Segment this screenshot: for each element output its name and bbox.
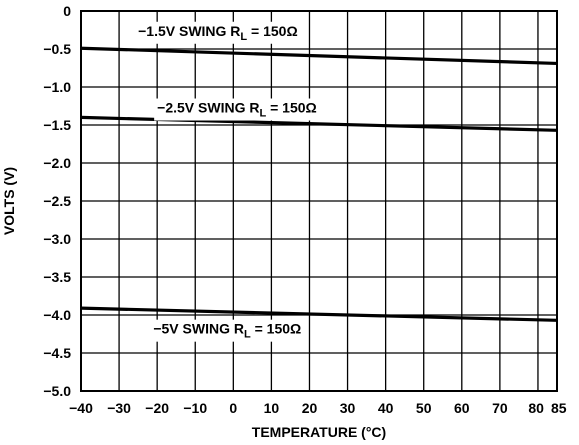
x-tick-label: 30 bbox=[340, 400, 356, 416]
y-tick-label: 0 bbox=[63, 3, 71, 19]
series-label-2: −2.5V SWING RL = 150Ω bbox=[157, 100, 317, 120]
x-tick-label: −20 bbox=[145, 400, 169, 416]
series-label-bg-1 bbox=[135, 21, 301, 44]
x-axis-title: TEMPERATURE (°C) bbox=[252, 424, 386, 440]
plot-frame bbox=[80, 10, 558, 392]
x-tick-label: 80 bbox=[528, 400, 544, 416]
y-tick-label: −2.0 bbox=[43, 155, 71, 171]
x-tick-label: 70 bbox=[492, 400, 508, 416]
y-tick-label: −0.5 bbox=[43, 41, 71, 57]
y-tick-label: −2.5 bbox=[43, 193, 71, 209]
x-tick-label: 0 bbox=[229, 400, 237, 416]
x-tick-label: −10 bbox=[183, 400, 207, 416]
y-tick-label: −4.0 bbox=[43, 307, 71, 323]
x-tick-label: 20 bbox=[302, 400, 318, 416]
series-lines bbox=[80, 46, 558, 322]
series-label-bg-3 bbox=[150, 319, 305, 342]
y-tick-label: −5.0 bbox=[43, 383, 71, 399]
series-label-3: −5V SWING RL = 150Ω bbox=[153, 321, 301, 341]
series-labels: −1.5V SWING RL = 150Ω −2.5V SWING RL = 15… bbox=[135, 21, 320, 342]
x-tick-label: −30 bbox=[107, 400, 131, 416]
x-tick-label: 60 bbox=[454, 400, 470, 416]
x-tick-label: 10 bbox=[264, 400, 280, 416]
y-tick-label: −1.0 bbox=[43, 79, 71, 95]
grid bbox=[81, 11, 557, 391]
x-tick-label: 40 bbox=[378, 400, 394, 416]
y-tick-label: −3.5 bbox=[43, 269, 71, 285]
x-tick-label: 50 bbox=[416, 400, 432, 416]
y-axis-title: VOLTS (V) bbox=[1, 167, 17, 235]
series-label-bg-2 bbox=[154, 98, 320, 121]
series-line-1 bbox=[80, 46, 558, 66]
y-tick-label: −4.5 bbox=[43, 345, 71, 361]
series-line-3 bbox=[80, 306, 558, 322]
y-tick-label: −3.0 bbox=[43, 231, 71, 247]
tick-labels: −40 −30 −20 −10 0 10 20 30 40 50 60 70 80 85 0 −0.5 −1.0… bbox=[43, 3, 566, 416]
x-tick-label: 85 bbox=[551, 400, 567, 416]
x-tick-label: −40 bbox=[69, 400, 93, 416]
series-label-1: −1.5V SWING RL = 150Ω bbox=[138, 23, 298, 43]
y-tick-label: −1.5 bbox=[43, 117, 71, 133]
